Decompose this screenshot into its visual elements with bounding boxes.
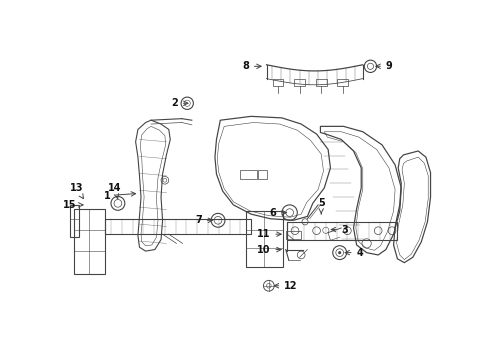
- Bar: [74, 209, 105, 274]
- Text: 13: 13: [70, 183, 83, 199]
- Bar: [273, 78, 283, 86]
- Bar: [70, 205, 79, 237]
- Bar: [258, 170, 268, 180]
- Bar: [294, 78, 305, 86]
- Text: 2: 2: [171, 98, 188, 108]
- Text: 15: 15: [63, 200, 83, 210]
- Text: 8: 8: [242, 61, 261, 71]
- Text: 3: 3: [331, 225, 348, 235]
- Text: 4: 4: [345, 248, 364, 258]
- Bar: [105, 219, 251, 234]
- Bar: [316, 78, 326, 86]
- Bar: [240, 170, 257, 180]
- Text: 14: 14: [108, 183, 122, 199]
- Text: 11: 11: [257, 229, 281, 239]
- Text: 7: 7: [195, 215, 213, 225]
- Bar: [337, 78, 348, 86]
- Bar: [245, 211, 283, 266]
- Text: 10: 10: [257, 244, 281, 255]
- Text: 12: 12: [274, 281, 298, 291]
- Text: 6: 6: [270, 208, 287, 217]
- Bar: [287, 222, 397, 239]
- Circle shape: [338, 251, 341, 254]
- Text: 9: 9: [376, 61, 392, 71]
- Text: 5: 5: [318, 198, 324, 214]
- Text: 1: 1: [103, 191, 136, 201]
- Bar: [286, 231, 301, 239]
